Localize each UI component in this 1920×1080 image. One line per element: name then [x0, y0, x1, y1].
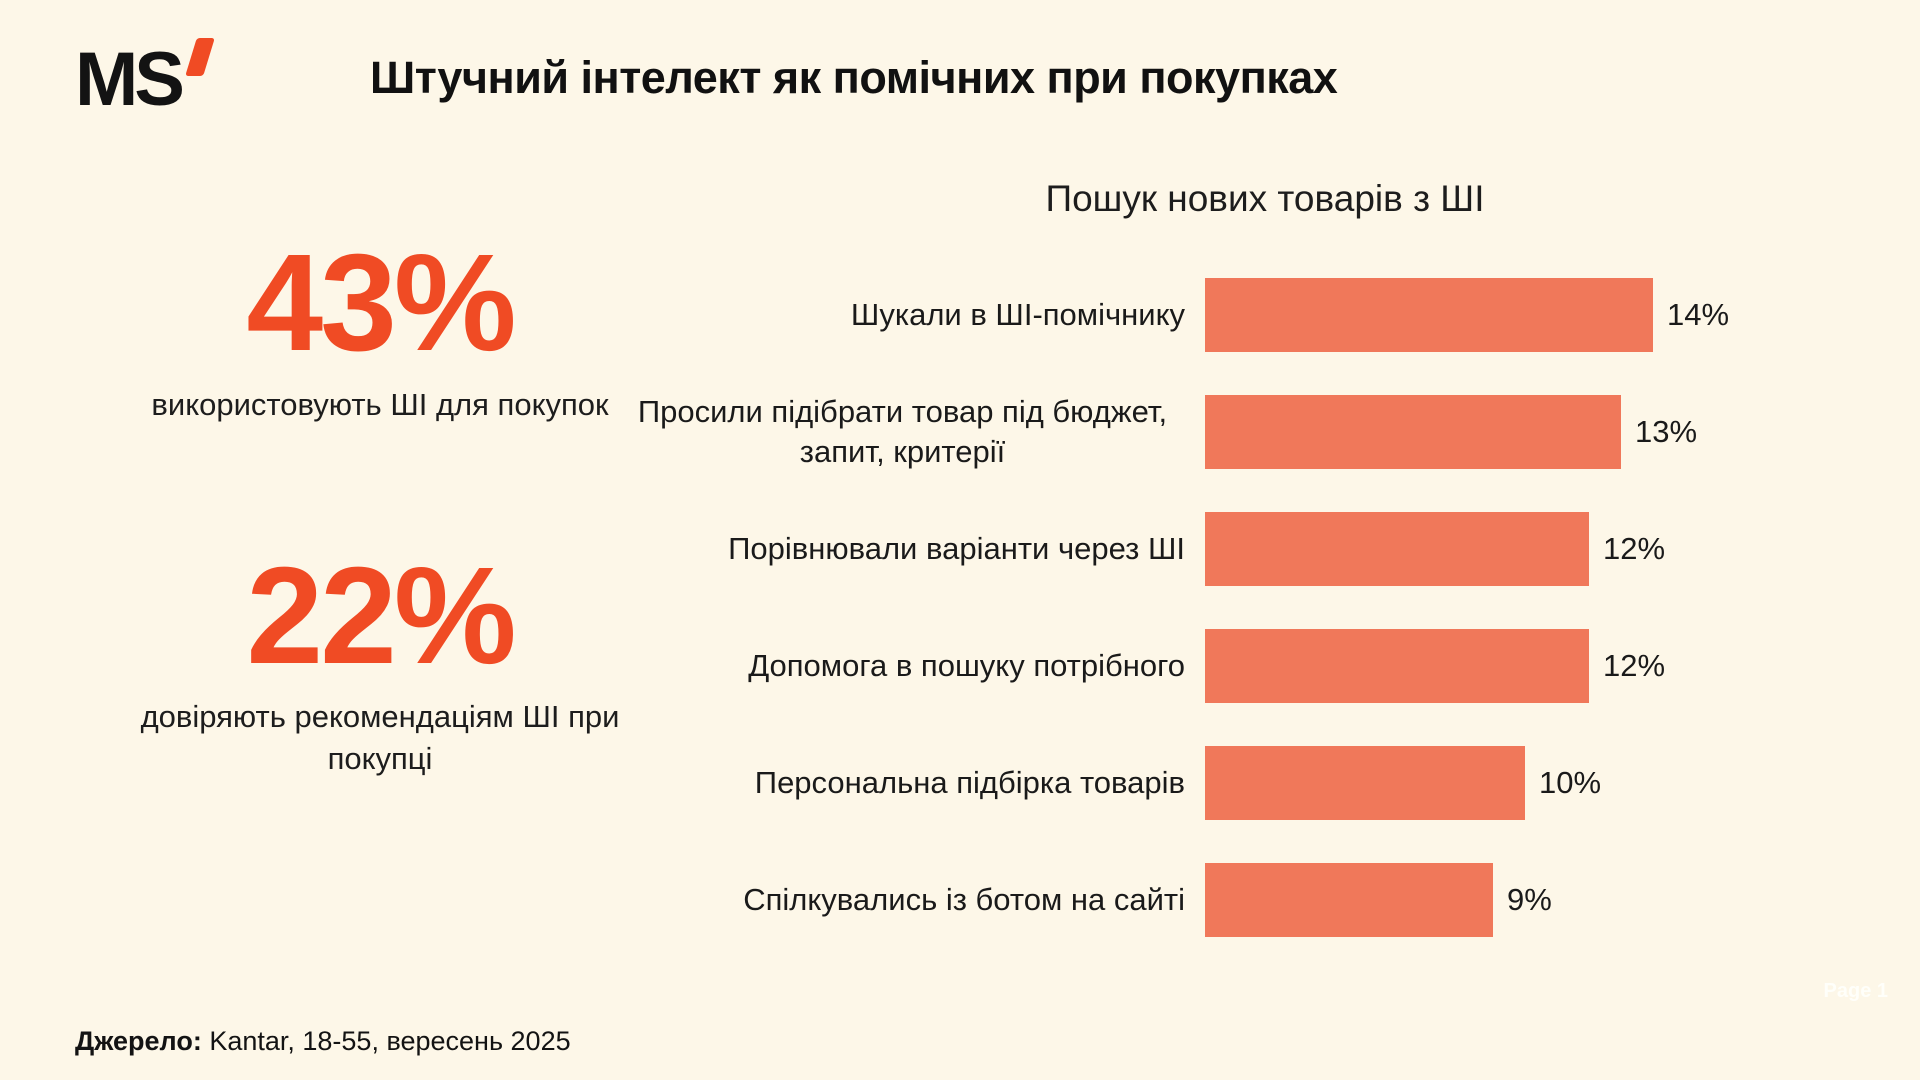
stat-value: 22% [246, 538, 516, 693]
stats-column: 43% використовують ШІ для покупок 22% до… [95, 226, 665, 780]
bar [1205, 863, 1493, 937]
stat-ai-trust: 22% довіряють рекомендаціям ШІ при покуп… [95, 538, 665, 780]
bar-track: 10% [1205, 746, 1800, 820]
bar-chart: Шукали в ШІ-помічнику 14% Просили підібрат… [620, 278, 1800, 937]
logo-apostrophe-icon [185, 38, 215, 76]
bar-value-label: 14% [1667, 297, 1730, 332]
bar-value-label: 12% [1603, 531, 1666, 566]
bar-track: 12% [1205, 512, 1800, 586]
bar [1205, 395, 1621, 469]
bar-value-label: 13% [1635, 414, 1698, 449]
bar-track: 12% [1205, 629, 1800, 703]
stat-caption: використовують ШІ для покупок [151, 386, 609, 422]
bar [1205, 746, 1525, 820]
chart-row: Просили підібрати товар під бюджет, запит… [620, 394, 1800, 469]
bar [1205, 629, 1589, 703]
bar [1205, 278, 1653, 352]
chart-row: Порівнювали варіанти через ШІ 12% [620, 512, 1800, 586]
bar [1205, 512, 1589, 586]
bar-category-label: Шукали в ШІ-помічнику [850, 296, 1185, 332]
chart-row: Шукали в ШІ-помічнику 14% [620, 278, 1800, 352]
bar-category-label: Порівнювали варіанти через ШІ [728, 530, 1185, 566]
stat-caption: довіряють рекомендаціям ШІ при покупці [140, 699, 620, 777]
bar-track: 14% [1205, 278, 1800, 352]
bar-value-label: 12% [1603, 648, 1666, 683]
bar-track: 9% [1205, 863, 1800, 937]
bar-category-label: Спілкувались із ботом на сайті [743, 881, 1185, 917]
page-title: Штучний інтелект як помічних при покупка… [370, 52, 1338, 103]
bar-category-label: Просили підібрати товар під бюджет, запит… [637, 393, 1168, 469]
bar-value-label: 10% [1539, 765, 1602, 800]
chart-row: Спілкувались із ботом на сайті 9% [620, 863, 1800, 937]
source-label: Джерело: [75, 1026, 202, 1056]
source-text: Kantar, 18-55, вересень 2025 [201, 1026, 571, 1056]
bar-category-label: Персональна підбірка товарів [754, 764, 1185, 800]
chart-row: Персональна підбірка товарів 10% [620, 746, 1800, 820]
bar-value-label: 9% [1507, 882, 1552, 917]
stat-ai-usage: 43% використовують ШІ для покупок [95, 226, 665, 426]
bar-track: 13% [1205, 395, 1800, 469]
logo-text: MS [75, 37, 185, 122]
chart-row: Допомога в пошуку потрібного 12% [620, 629, 1800, 703]
bar-category-label: Допомога в пошуку потрібного [748, 647, 1185, 683]
chart-title: Пошук нових товарів з ШІ [1045, 178, 1485, 219]
logo: MS [75, 36, 215, 123]
stat-value: 43% [246, 226, 516, 380]
source-note: Джерело: Kantar, 18-55, вересень 2025 [75, 1026, 571, 1057]
page-watermark: Page 1 [1823, 980, 1888, 1002]
